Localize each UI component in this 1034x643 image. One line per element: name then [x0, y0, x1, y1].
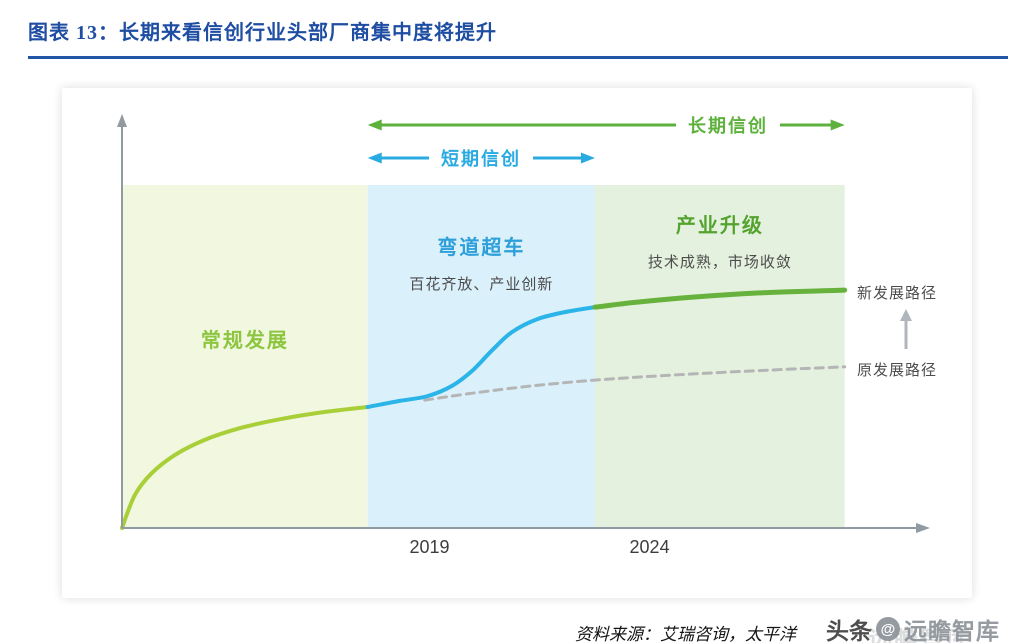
original-development-path-label: 原发展路径 — [857, 362, 938, 379]
new-development-path-label: 新发展路径 — [857, 285, 938, 302]
x-tick-label-2019: 2019 — [409, 537, 450, 557]
series-new-path-segment-2 — [592, 287, 848, 310]
period-arrow-1-right-head-icon — [580, 152, 595, 164]
phase-curve-overtaking: 弯道超车 百花齐放、产业创新 — [409, 231, 553, 294]
watermark-logo-icon: @ — [876, 617, 900, 641]
x-tick-label-2024: 2024 — [629, 537, 670, 557]
phase-sublabel: 技术成熟，市场收敛 — [647, 254, 792, 271]
phase-label: 产业升级 — [675, 215, 764, 237]
watermark-prefix: 头条 — [826, 618, 872, 643]
watermark: 头条 @ 远瞻智库 — [826, 612, 1000, 643]
short-term-xinchuang-label: 短期信创 — [429, 145, 533, 171]
phase-sublabel: 百花齐放、产业创新 — [409, 276, 554, 293]
upgrade-up-arrow-head-icon — [900, 309, 912, 321]
series-new-path-segment-1 — [365, 305, 597, 410]
phase-conventional-development: 常规发展 — [201, 324, 289, 353]
long-term-xinchuang-label: 长期信创 — [676, 112, 780, 138]
title-underline-rule — [28, 56, 1008, 59]
phase-label: 常规发展 — [200, 330, 289, 352]
source-note: 资料来源：艾瑞咨询，太平洋 — [575, 625, 796, 643]
period-arrow-1-left-head-icon — [367, 152, 382, 164]
series-original-path — [423, 365, 847, 402]
period-arrow-0-left-head-icon — [367, 119, 382, 131]
figure-title: 图表 13：长期来看信创行业头部厂商集中度将提升 — [28, 22, 497, 44]
phase-region-1 — [367, 185, 595, 528]
phase-region-2 — [594, 185, 845, 528]
phase-region-0 — [122, 185, 368, 528]
period-arrow-0-right-head-icon — [830, 119, 845, 131]
phase-industry-upgrade: 产业升级 技术成熟，市场收敛 — [648, 209, 792, 272]
watermark-brand: 远瞻智库 — [904, 618, 1000, 643]
phase-label: 弯道超车 — [437, 237, 526, 259]
series-new-path-segment-0 — [120, 405, 370, 530]
x-axis-arrowhead-icon — [916, 523, 930, 533]
y-axis-arrowhead-icon — [117, 114, 127, 127]
